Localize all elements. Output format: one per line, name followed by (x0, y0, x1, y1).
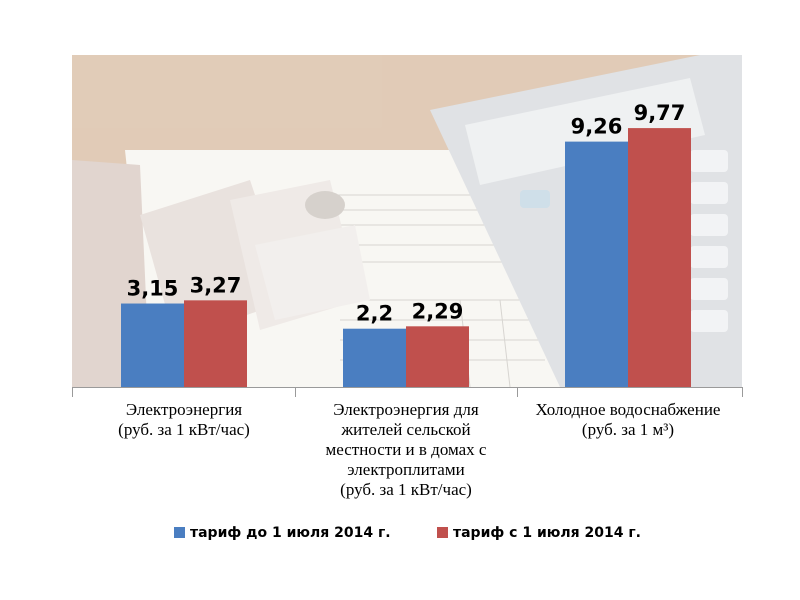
bar-series2-cat3 (628, 128, 691, 387)
data-label-series1-cat1: 3,15 (127, 277, 179, 301)
bar-series1-cat1 (121, 303, 184, 387)
legend-label-2: тариф с 1 июля 2014 г. (453, 525, 641, 541)
category-label-2: Электроэнергия для жителей сельской местно… (326, 400, 487, 499)
data-label-series1-cat3: 9,26 (571, 115, 623, 139)
category-label-line: Электроэнергия (126, 400, 242, 419)
category-label-line: (руб. за 1 м³) (582, 420, 674, 439)
category-label-line: Холодное водоснабжение (536, 400, 721, 419)
category-label-line: Электроэнергия для (333, 400, 479, 419)
value-labels: 3,15 2,2 9,26 3,27 2,29 9,77 (127, 101, 686, 326)
plot-area (121, 128, 691, 387)
bar-series2-cat1 (184, 300, 247, 387)
data-label-series2-cat2: 2,29 (412, 299, 464, 323)
bar-series2-cat2 (406, 326, 469, 387)
banknotes (72, 160, 370, 387)
category-label-line: местности и в домах с (326, 440, 487, 459)
category-label-line: (руб. за 1 кВт/час) (340, 480, 472, 499)
bar-series1-cat2 (343, 328, 406, 387)
legend-swatch-1 (174, 527, 185, 538)
bar-series1-cat3 (565, 141, 628, 387)
legend: тариф до 1 июля 2014 г. тариф с 1 июля 20… (174, 525, 641, 541)
category-label-line: электроплитами (347, 460, 464, 479)
category-label-1: Электроэнергия (руб. за 1 кВт/час) (118, 400, 250, 439)
category-label-3: Холодное водоснабжение (руб. за 1 м³) (536, 400, 721, 439)
legend-swatch-2 (437, 527, 448, 538)
category-label-line: (руб. за 1 кВт/час) (118, 420, 250, 439)
legend-label-1: тариф до 1 июля 2014 г. (190, 525, 391, 541)
data-label-series1-cat2: 2,2 (356, 302, 393, 326)
data-label-series2-cat3: 9,77 (634, 101, 686, 125)
category-axis: Электроэнергия (руб. за 1 кВт/час)Электро… (72, 387, 743, 499)
data-label-series2-cat1: 3,27 (190, 273, 242, 297)
category-label-line: жителей сельской (340, 420, 470, 439)
